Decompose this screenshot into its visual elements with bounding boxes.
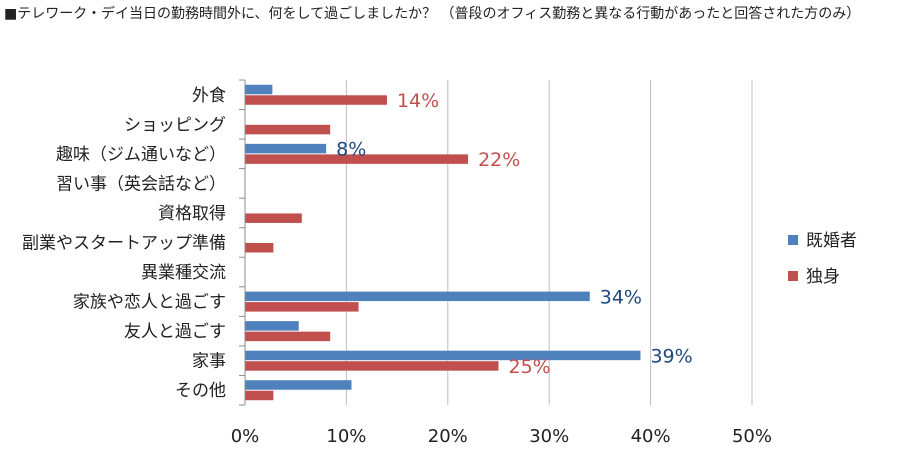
bar-既婚者 — [245, 143, 327, 154]
x-tick-label: 0% — [231, 426, 260, 447]
bar-独身 — [245, 361, 499, 371]
category-label: 習い事（英会話など） — [56, 174, 226, 194]
bar-既婚者 — [245, 321, 299, 331]
legend-swatch — [788, 235, 798, 245]
bar-既婚者 — [245, 350, 641, 361]
x-tick-label: 10% — [326, 426, 366, 447]
category-label: 趣味（ジム通いなど） — [56, 145, 226, 165]
legend-label: 既婚者 — [806, 231, 857, 251]
data-label: 22% — [478, 149, 520, 171]
bar-既婚者 — [245, 291, 590, 302]
category-label: 家事 — [192, 352, 226, 372]
data-label: 14% — [397, 90, 439, 112]
data-label: 25% — [509, 356, 551, 378]
x-tick-label: 50% — [732, 426, 772, 447]
bar-独身 — [245, 243, 274, 253]
bar-独身 — [245, 331, 331, 342]
legend-swatch — [788, 271, 798, 281]
bar-既婚者 — [245, 84, 273, 95]
bars — [245, 84, 641, 401]
bar-独身 — [245, 154, 469, 164]
category-label: 家族や恋人と過ごす — [73, 292, 226, 313]
x-tick-label: 40% — [631, 426, 671, 447]
bar-独身 — [245, 390, 274, 401]
bar-独身 — [245, 302, 359, 312]
data-label: 34% — [600, 286, 642, 308]
data-label: 8% — [336, 139, 366, 161]
category-label: 異業種交流 — [141, 263, 226, 283]
bar-既婚者 — [245, 380, 352, 390]
data-label: 39% — [650, 345, 692, 367]
bar-独身 — [245, 213, 302, 223]
x-tick-label: 20% — [428, 426, 468, 447]
bar-独身 — [245, 95, 387, 105]
category-label: ショッピング — [124, 115, 226, 135]
category-label: 副業やスタートアップ準備 — [22, 234, 226, 254]
category-axis — [239, 79, 246, 406]
bar-独身 — [245, 124, 331, 135]
x-tick-label: 30% — [529, 426, 569, 447]
category-label: 友人と過ごす — [124, 322, 226, 342]
category-label: 外食 — [192, 86, 226, 106]
category-label: 資格取得 — [158, 204, 226, 224]
category-label: その他 — [175, 381, 226, 401]
legend-label: 独身 — [806, 267, 840, 287]
chart-title: ■テレワーク・デイ当日の勤務時間外に、何をして過ごしましたか？ （普段のオフィス… — [4, 6, 861, 22]
